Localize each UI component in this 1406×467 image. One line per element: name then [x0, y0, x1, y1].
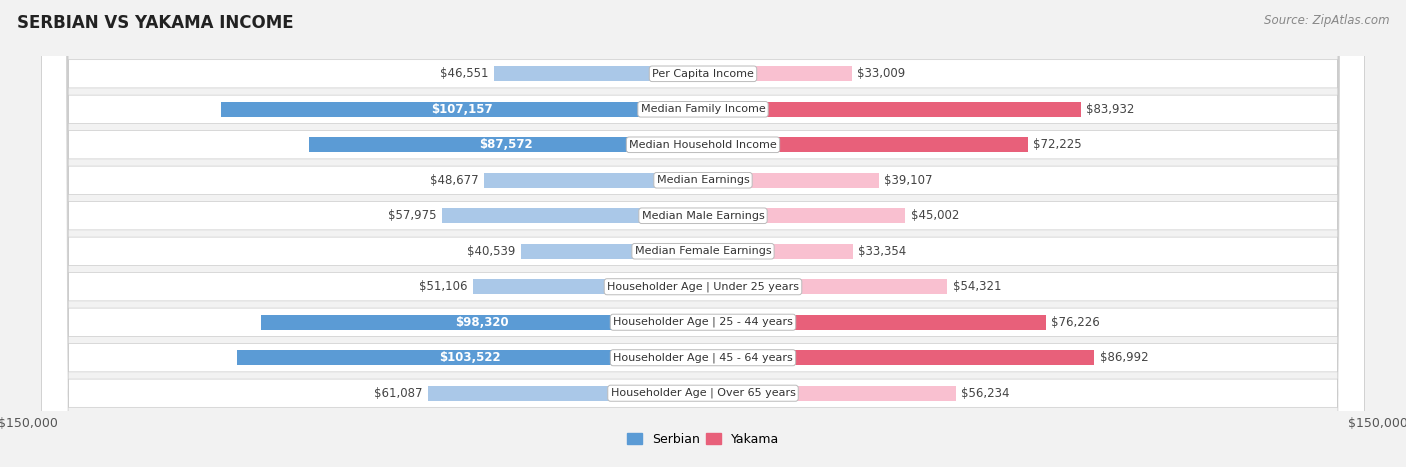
- Bar: [472, 279, 703, 294]
- Text: $86,992: $86,992: [1099, 351, 1149, 364]
- Text: $107,157: $107,157: [432, 103, 492, 116]
- Bar: [703, 66, 852, 81]
- Text: $98,320: $98,320: [456, 316, 509, 329]
- Bar: [703, 208, 905, 223]
- Text: $48,677: $48,677: [430, 174, 478, 187]
- Text: Householder Age | Under 25 years: Householder Age | Under 25 years: [607, 282, 799, 292]
- Bar: [441, 208, 703, 223]
- Text: $57,975: $57,975: [388, 209, 437, 222]
- Text: $45,002: $45,002: [911, 209, 959, 222]
- Text: Source: ZipAtlas.com: Source: ZipAtlas.com: [1264, 14, 1389, 27]
- Bar: [221, 102, 703, 117]
- Text: Median Male Earnings: Median Male Earnings: [641, 211, 765, 221]
- Text: $39,107: $39,107: [884, 174, 932, 187]
- Text: $51,106: $51,106: [419, 280, 468, 293]
- Text: Median Earnings: Median Earnings: [657, 175, 749, 185]
- FancyBboxPatch shape: [42, 0, 1364, 467]
- Bar: [703, 279, 948, 294]
- Bar: [238, 350, 703, 365]
- Text: $56,234: $56,234: [962, 387, 1010, 400]
- Text: Householder Age | Over 65 years: Householder Age | Over 65 years: [610, 388, 796, 398]
- FancyBboxPatch shape: [42, 0, 1364, 467]
- Text: $103,522: $103,522: [439, 351, 501, 364]
- Text: SERBIAN VS YAKAMA INCOME: SERBIAN VS YAKAMA INCOME: [17, 14, 294, 32]
- Text: $61,087: $61,087: [374, 387, 423, 400]
- Bar: [429, 386, 703, 401]
- Text: Median Family Income: Median Family Income: [641, 104, 765, 114]
- Bar: [703, 386, 956, 401]
- Bar: [703, 244, 853, 259]
- FancyBboxPatch shape: [42, 0, 1364, 467]
- Text: $72,225: $72,225: [1033, 138, 1083, 151]
- FancyBboxPatch shape: [42, 0, 1364, 467]
- Text: $76,226: $76,226: [1052, 316, 1099, 329]
- Text: $46,551: $46,551: [440, 67, 488, 80]
- FancyBboxPatch shape: [42, 0, 1364, 467]
- Text: Median Household Income: Median Household Income: [628, 140, 778, 150]
- Bar: [703, 137, 1028, 152]
- Text: Per Capita Income: Per Capita Income: [652, 69, 754, 79]
- FancyBboxPatch shape: [42, 0, 1364, 467]
- Bar: [520, 244, 703, 259]
- Text: $33,354: $33,354: [859, 245, 907, 258]
- FancyBboxPatch shape: [42, 0, 1364, 467]
- Text: $40,539: $40,539: [467, 245, 515, 258]
- FancyBboxPatch shape: [42, 0, 1364, 467]
- FancyBboxPatch shape: [42, 0, 1364, 467]
- Text: $33,009: $33,009: [856, 67, 905, 80]
- Bar: [484, 173, 703, 188]
- Bar: [309, 137, 703, 152]
- Bar: [703, 315, 1046, 330]
- Bar: [260, 315, 703, 330]
- Bar: [703, 173, 879, 188]
- Bar: [494, 66, 703, 81]
- Bar: [703, 102, 1081, 117]
- Text: $83,932: $83,932: [1085, 103, 1135, 116]
- Legend: Serbian, Yakama: Serbian, Yakama: [621, 428, 785, 451]
- Text: $54,321: $54,321: [953, 280, 1001, 293]
- Text: Median Female Earnings: Median Female Earnings: [634, 246, 772, 256]
- Text: Householder Age | 45 - 64 years: Householder Age | 45 - 64 years: [613, 353, 793, 363]
- Text: Householder Age | 25 - 44 years: Householder Age | 25 - 44 years: [613, 317, 793, 327]
- Bar: [703, 350, 1094, 365]
- Text: $87,572: $87,572: [479, 138, 533, 151]
- FancyBboxPatch shape: [42, 0, 1364, 467]
